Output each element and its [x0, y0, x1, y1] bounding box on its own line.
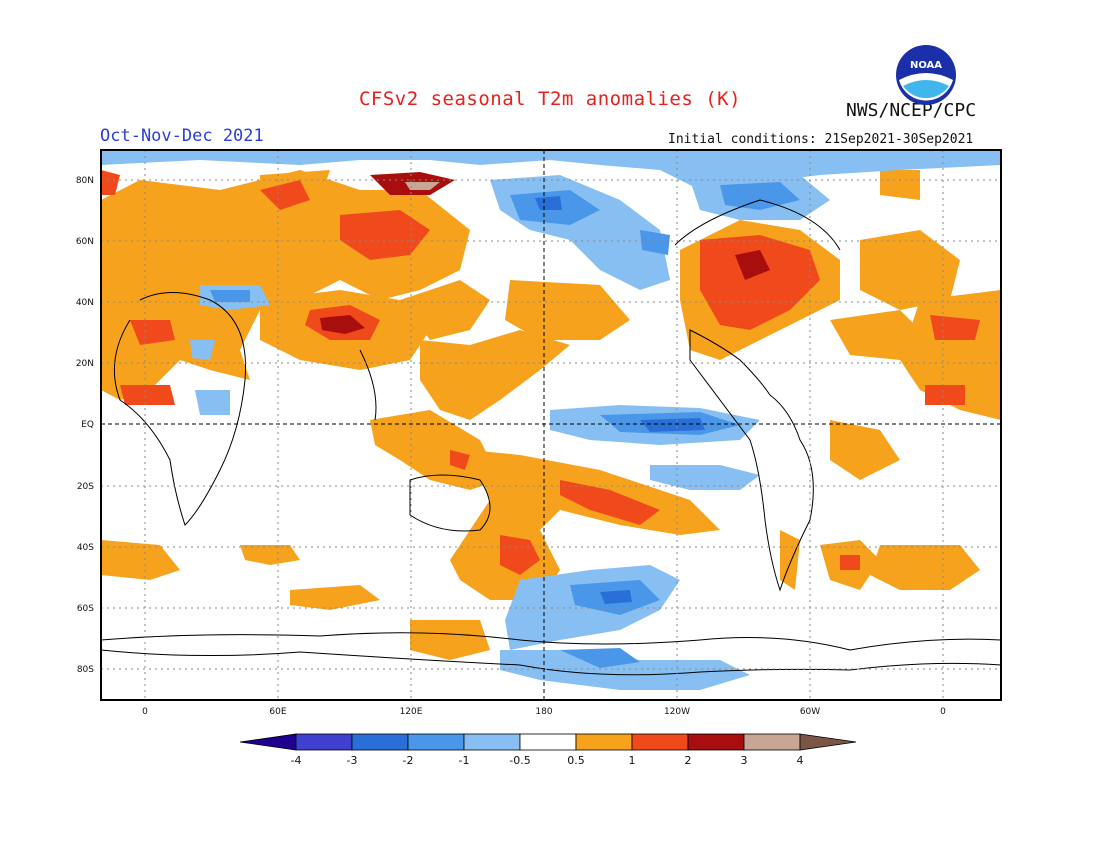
colorbar-label: -2 [403, 754, 414, 767]
lat-label: 80N [76, 176, 94, 186]
noaa-logo-text: NOAA [910, 60, 942, 71]
colorbar-swatch [463, 733, 521, 751]
colorbar-swatch [239, 733, 297, 751]
map-frame [100, 149, 1002, 701]
forecast-period: Oct-Nov-Dec 2021 [100, 126, 264, 146]
lat-label: 40S [77, 543, 94, 553]
lon-label: 60E [269, 707, 286, 717]
colorbar-swatch [351, 733, 409, 751]
lon-label: 120W [664, 707, 690, 717]
graticule [101, 150, 1001, 700]
lat-label: 20S [77, 482, 94, 492]
colorbar-label: 3 [741, 754, 748, 767]
lat-label: 80S [77, 665, 94, 675]
colorbar-swatch [295, 733, 353, 751]
colorbar-swatch [575, 733, 633, 751]
noaa-logo-icon: NOAA [896, 45, 956, 105]
colorbar-swatch [631, 733, 689, 751]
colorbar-label: 0.5 [567, 754, 585, 767]
colorbar-label: -4 [291, 754, 302, 767]
anomaly-field [101, 150, 1001, 700]
colorbar [239, 733, 857, 751]
lon-label: 180 [535, 707, 552, 717]
colorbar-label: 1 [629, 754, 636, 767]
colorbar-swatch [799, 733, 857, 751]
colorbar-swatch [687, 733, 745, 751]
lat-label: EQ [81, 420, 94, 430]
chart-title: CFSv2 seasonal T2m anomalies (K) [358, 88, 742, 110]
colorbar-label: -3 [347, 754, 358, 767]
lon-label: 60W [800, 707, 820, 717]
lat-label: 60S [77, 604, 94, 614]
initial-conditions: Initial conditions: 21Sep2021-30Sep2021 [668, 132, 974, 147]
lon-label: 120E [400, 707, 423, 717]
colorbar-label: 2 [685, 754, 692, 767]
lat-label: 40N [76, 298, 94, 308]
colorbar-label: -1 [459, 754, 470, 767]
colorbar-swatch [519, 733, 577, 751]
lon-label: 0 [940, 707, 946, 717]
colorbar-swatch [407, 733, 465, 751]
colorbar-swatch [743, 733, 801, 751]
colorbar-label: 4 [797, 754, 804, 767]
agency-label: NWS/NCEP/CPC [846, 100, 977, 121]
colorbar-label: -0.5 [509, 754, 530, 767]
lat-label: 20N [76, 359, 94, 369]
lat-label: 60N [76, 237, 94, 247]
lon-label: 0 [142, 707, 148, 717]
